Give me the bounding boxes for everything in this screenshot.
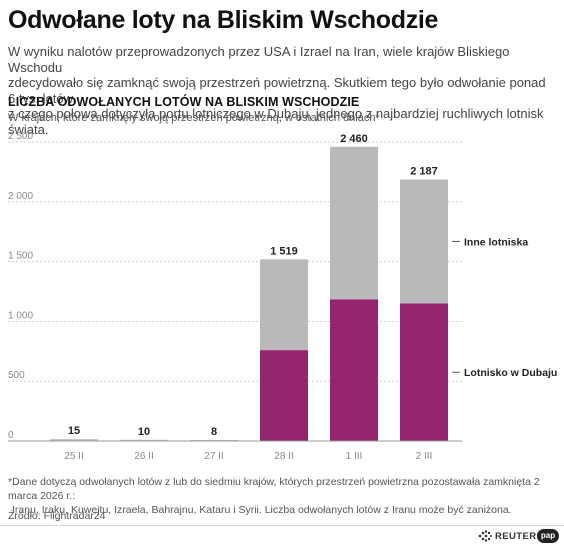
lead-line: z czego połowa dotyczyła portu lotniczeg… <box>8 106 544 137</box>
data-label: 10 <box>138 426 150 438</box>
data-label: 2 460 <box>340 133 368 145</box>
reuters-wordmark: REUTERS <box>495 530 544 542</box>
x-tick-label: 27 II <box>204 451 223 462</box>
bar-segment <box>400 303 448 441</box>
data-label: 15 <box>68 425 80 437</box>
x-tick-label: 26 II <box>134 451 153 462</box>
y-tick-label: 2 000 <box>8 191 33 202</box>
data-label: 2 187 <box>410 165 438 177</box>
lead-paragraph: W wyniku nalotów przeprowadzonych przez … <box>8 44 554 137</box>
data-label: 8 <box>211 426 217 438</box>
y-tick-label: 500 <box>8 370 25 381</box>
data-label: 1 519 <box>270 245 298 257</box>
bar-segment <box>120 439 168 441</box>
y-tick-label: 0 <box>8 430 14 441</box>
stacked-bar-chart: 0 500 1 000 1 500 2 000 2 500 15 25 II 10 26 II 8 2… <box>8 131 557 462</box>
y-tick-label: 2 500 <box>8 131 33 142</box>
footnote-line: Iranu, Iraku, Kuwejtu, Izraela, Bahrajnu… <box>12 504 512 516</box>
divider <box>0 525 564 526</box>
chart-subtitle: W krajach, które zamknęły swoją przestrz… <box>8 112 380 124</box>
bar-segment <box>50 439 98 441</box>
bar-segment <box>400 179 448 304</box>
x-tick-label: 28 II <box>274 451 293 462</box>
y-tick-label: 1 500 <box>8 251 33 262</box>
reuters-logo: REUTERS <box>478 530 543 542</box>
x-tick-label: 2 III <box>416 451 433 462</box>
x-tick-label: 25 II <box>64 451 83 462</box>
legend-label: Lotnisko w Dubaju <box>464 367 557 379</box>
bar-segment <box>330 146 378 300</box>
legend-label: Inne lotniska <box>464 236 528 248</box>
chart-title: LICZBA ODWOŁANYCH LOTÓW NA BLISKIM WSCHO… <box>8 95 360 109</box>
y-tick-label: 1 000 <box>8 310 33 321</box>
page-title: Odwołane loty na Bliskim Wschodzie <box>8 6 439 34</box>
bar-segment <box>260 259 308 351</box>
footnote: *Dane dotyczą odwołanych lotów z lub do … <box>8 475 556 517</box>
footnote-line: *Dane dotyczą odwołanych lotów z lub do … <box>8 476 540 502</box>
x-tick-label: 1 III <box>346 451 363 462</box>
source-note: Źródło: Flightradar24 <box>8 510 106 522</box>
bar-segment <box>260 350 308 441</box>
reuters-dots-icon <box>478 530 492 542</box>
lead-line: W wyniku nalotów przeprowadzonych przez … <box>8 44 510 75</box>
bar-segment <box>330 299 378 441</box>
pap-logo: pap <box>537 529 559 543</box>
lead-line: zdecydowało się zamknąć swoją przestrzeń… <box>8 75 546 106</box>
